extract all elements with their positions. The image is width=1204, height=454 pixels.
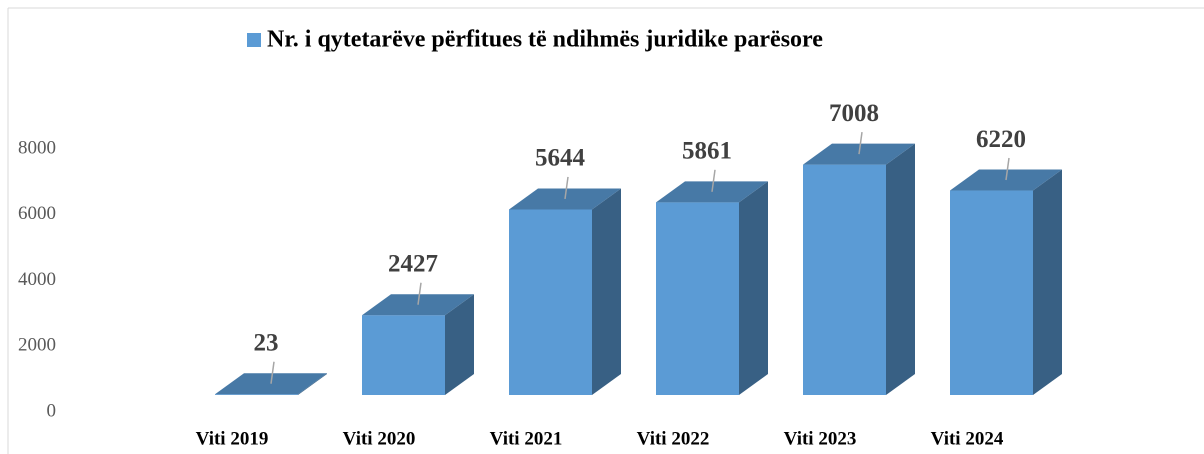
- legend-label: Nr. i qytetarëve përfitues të ndihmës ju…: [267, 27, 823, 53]
- bar: [509, 209, 592, 395]
- y-tick-label: 2000: [18, 335, 56, 356]
- y-tick-label: 6000: [18, 203, 56, 224]
- bar: [362, 315, 445, 395]
- bar: [950, 190, 1033, 395]
- bar-side: [1033, 169, 1062, 395]
- leader-line: [858, 132, 863, 155]
- x-tick-label: Viti 2024: [931, 428, 1004, 449]
- data-label: 5861: [682, 138, 732, 165]
- bar-side: [298, 373, 327, 395]
- x-tick-label: Viti 2021: [490, 428, 563, 449]
- bar: [656, 202, 739, 395]
- x-tick-label: Viti 2023: [784, 428, 857, 449]
- leader-line: [1005, 157, 1010, 181]
- data-label: 7008: [829, 100, 879, 127]
- y-tick-label: 0: [47, 400, 57, 421]
- x-tick-label: Viti 2022: [637, 428, 710, 449]
- bar-side: [592, 188, 621, 395]
- leader-line: [711, 169, 716, 192]
- leader-line: [564, 176, 569, 200]
- data-label: 5644: [535, 145, 586, 172]
- bar: [215, 394, 298, 395]
- leader-line: [270, 361, 275, 384]
- bar: [803, 164, 886, 395]
- leader-line: [417, 282, 422, 305]
- x-tick-label: Viti 2019: [196, 428, 269, 449]
- data-label: 6220: [976, 126, 1026, 153]
- y-tick-label: 8000: [18, 137, 56, 158]
- bar-side: [739, 181, 768, 395]
- y-tick-label: 4000: [18, 269, 56, 290]
- x-tick-label: Viti 2020: [343, 428, 416, 449]
- data-label: 23: [254, 329, 279, 356]
- bar-side: [445, 294, 474, 395]
- bar-side: [886, 143, 915, 395]
- data-label: 2427: [388, 250, 438, 277]
- legend-swatch: [247, 33, 261, 47]
